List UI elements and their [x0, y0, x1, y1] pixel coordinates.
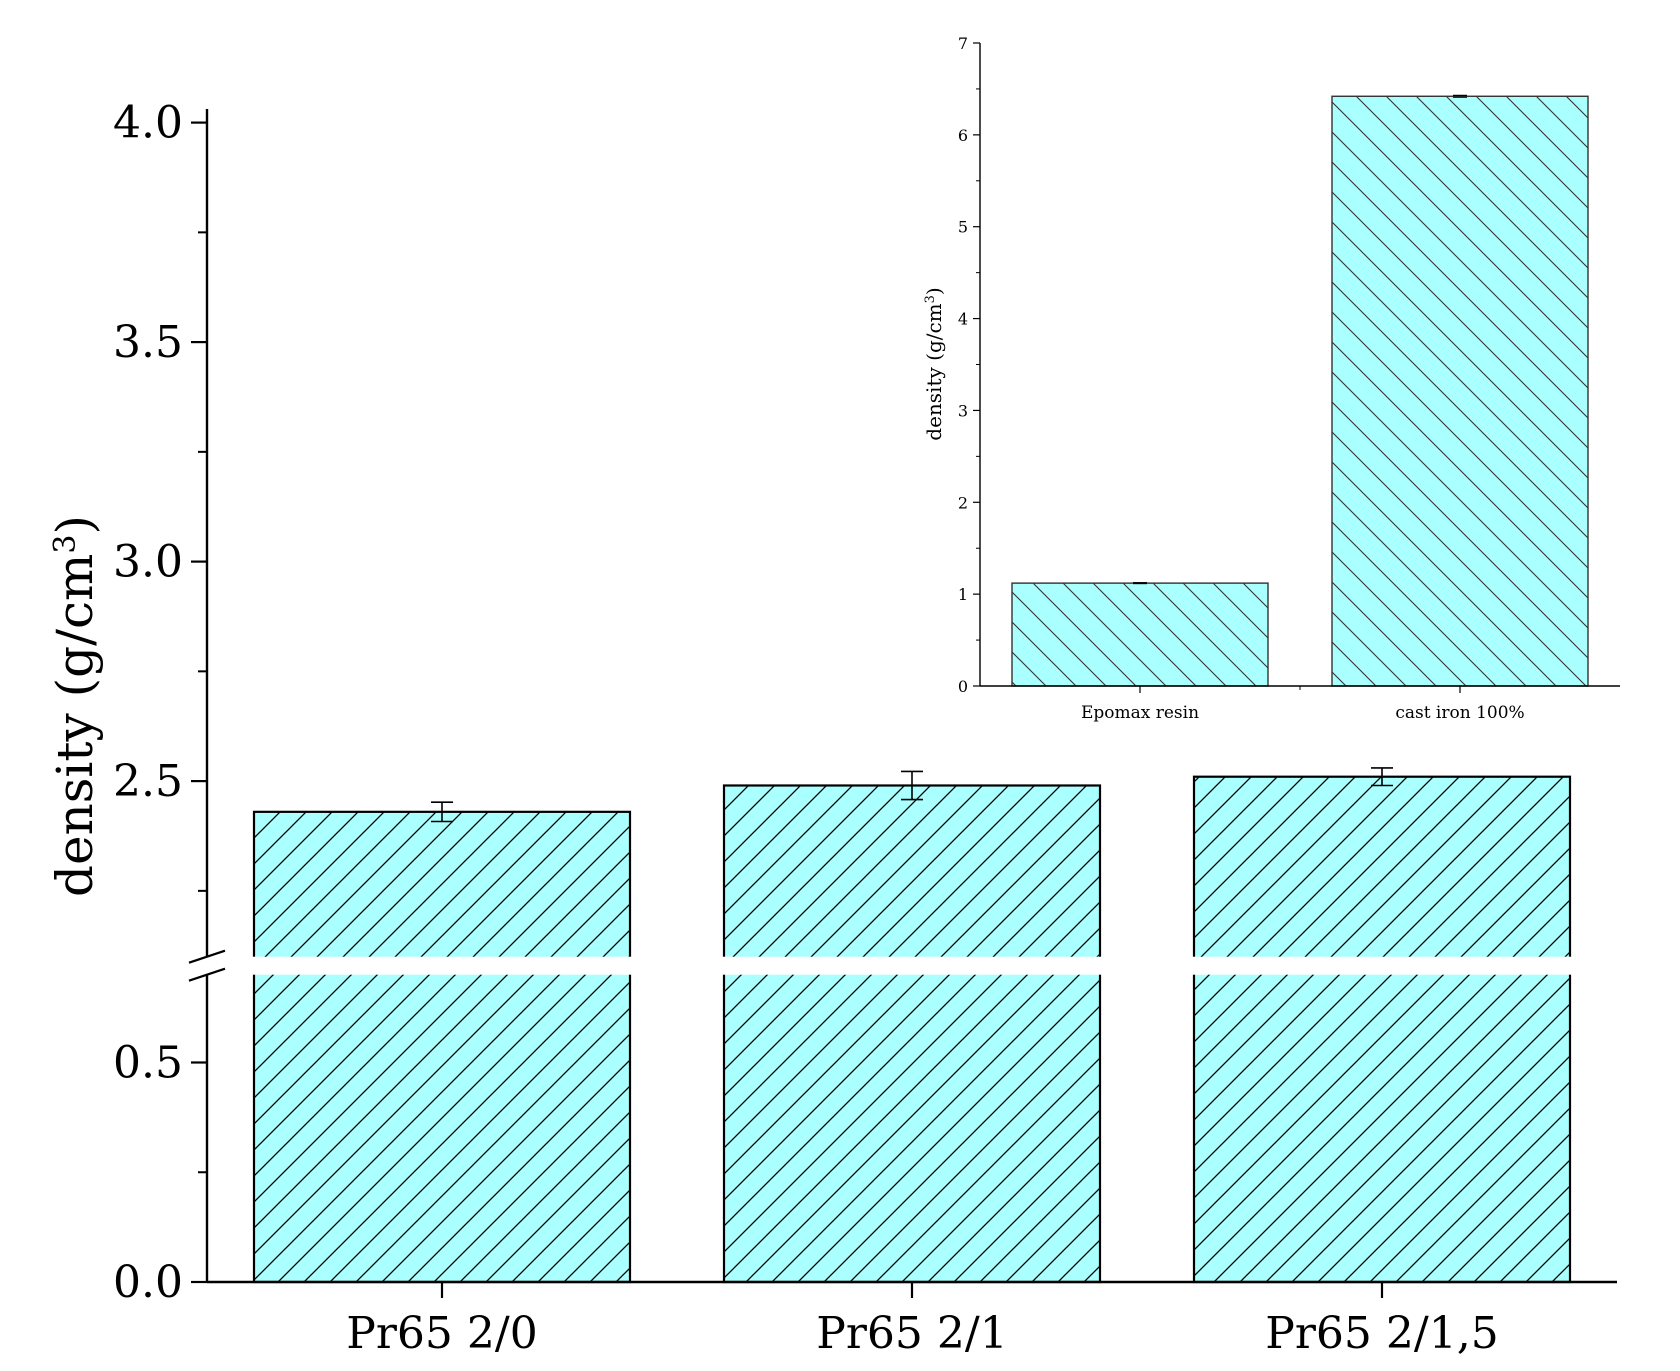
inset-bar-1	[1331, 95, 1589, 687]
y-tick-label: 0.5	[113, 1038, 183, 1089]
main-axes	[188, 109, 1617, 1298]
main-y-tick-labels: 0.0 0.5 2.5 3.0 3.5 4.0	[113, 98, 183, 1308]
y-tick-label: 2.5	[113, 756, 183, 807]
y-tick-label: 3.5	[113, 317, 183, 368]
inset-y-tick-label: 4	[958, 310, 968, 329]
inset-axes	[973, 42, 1620, 693]
y-tick-label: 4.0	[113, 98, 183, 149]
break-gap	[205, 956, 1625, 975]
x-tick-label: Pr65 2/1	[816, 1308, 1007, 1359]
main-y-axis-label: density (g/cm3)	[46, 515, 104, 897]
inset-y-tick-label: 7	[958, 34, 968, 53]
axis-break-gap	[205, 956, 1625, 975]
y-tick-label: 0.0	[113, 1257, 183, 1308]
inset-y-tick-label: 3	[958, 401, 968, 420]
x-tick-label: Pr65 2/0	[346, 1308, 537, 1359]
inset-y-tick-label: 1	[958, 585, 968, 604]
inset-x-tick-label: cast iron 100%	[1395, 703, 1524, 723]
inset-y-tick-label: 2	[958, 493, 968, 512]
axis-break-mark-lower	[188, 967, 226, 982]
bar-0	[252, 810, 632, 1284]
inset-x-tick-label: Epomax resin	[1081, 703, 1199, 723]
inset-y-tick-label: 6	[958, 126, 968, 145]
main-bars	[252, 775, 1572, 1284]
bar-1	[722, 784, 1102, 1284]
inset-y-tick-label: 0	[958, 677, 968, 696]
axis-break-mark-upper	[188, 949, 226, 964]
inset-bar-0	[1011, 582, 1269, 687]
main-x-tick-labels: Pr65 2/0 Pr65 2/1 Pr65 2/1,5	[346, 1308, 1498, 1359]
main-error-bars	[431, 767, 1393, 823]
x-tick-label: Pr65 2/1,5	[1265, 1308, 1498, 1359]
inset-error-bars	[1133, 94, 1467, 585]
inset-y-tick-labels: 0 1 2 3 4 5 6 7	[958, 34, 968, 696]
inset-bars	[1011, 95, 1589, 687]
inset-chart: 0 1 2 3 4 5 6 7 Epomax resin cast iron 100% dens…	[922, 34, 1620, 723]
main-chart: 0.00.52.53.03.54.0 Pr65 2/0 Pr65 2/1 Pr65 …	[46, 98, 1625, 1359]
inset-y-axis-label: density (g/cm3)	[922, 287, 946, 440]
y-tick-label: 3.0	[113, 537, 183, 588]
inset-x-tick-labels: Epomax resin cast iron 100%	[1081, 703, 1525, 723]
bar-2	[1192, 775, 1572, 1284]
inset-y-tick-label: 5	[958, 218, 968, 237]
